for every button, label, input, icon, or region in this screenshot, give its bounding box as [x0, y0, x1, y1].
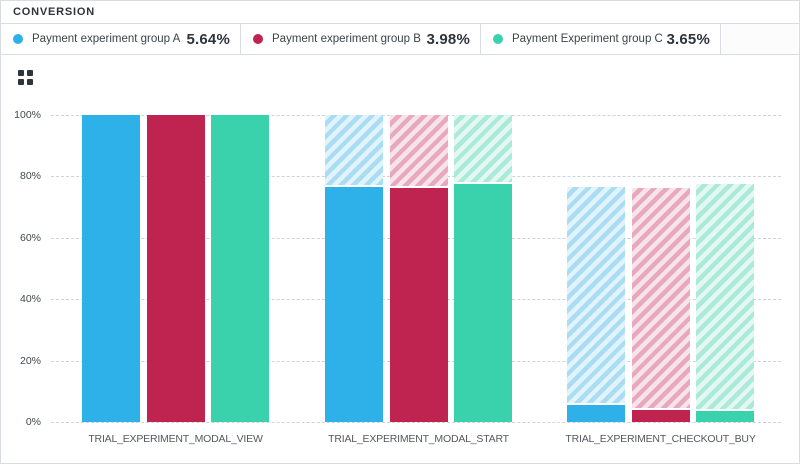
converted-segment: [211, 115, 269, 422]
dropoff-segment: [696, 184, 754, 409]
legend-value: 3.65%: [666, 30, 710, 48]
y-axis-tick: 20%: [19, 354, 41, 367]
bar-group-c-checkout-buy[interactable]: [696, 115, 754, 422]
legend-value: 3.98%: [426, 30, 470, 48]
page-title: CONVERSION: [13, 6, 95, 18]
bar-group-b-checkout-buy[interactable]: [631, 115, 690, 422]
y-axis-tick: 40%: [19, 293, 41, 306]
y-axis-tick: 0%: [25, 416, 41, 428]
bar-group-modal-start: TRIAL_EXPERIMENT_MODAL_START: [325, 115, 512, 445]
dropoff-segment: [631, 187, 690, 408]
bar-group-a-modal-view[interactable]: [82, 115, 140, 422]
converted-segment: [325, 186, 383, 422]
legend-item-group-c[interactable]: Payment Experiment group C 3.65%: [481, 24, 721, 54]
bar-group-b-modal-start[interactable]: [389, 115, 448, 422]
group-b-dot-icon: [253, 34, 263, 44]
y-axis-tick: 100%: [14, 109, 41, 121]
dropoff-segment: [567, 186, 625, 403]
dropoff-segment: [454, 115, 512, 183]
converted-segment: [389, 187, 448, 422]
gridline: [51, 422, 781, 423]
bar-group-a-modal-start[interactable]: [325, 115, 383, 422]
group-c-dot-icon: [493, 34, 503, 44]
converted-segment: [631, 409, 690, 422]
chart-area: TRIAL_EXPERIMENT_MODAL_VIEW TRIAL_EXPERI…: [1, 55, 799, 462]
widget-header: CONVERSION: [1, 1, 799, 24]
y-axis-tick: 60%: [19, 231, 41, 244]
bar-group-c-modal-view[interactable]: [211, 115, 269, 422]
converted-segment: [82, 115, 140, 422]
bar-group-checkout-buy: TRIAL_EXPERIMENT_CHECKOUT_BUY: [565, 115, 756, 445]
y-axis-tick: 80%: [19, 170, 41, 183]
plot-area: TRIAL_EXPERIMENT_MODAL_VIEW TRIAL_EXPERI…: [14, 109, 781, 445]
legend-label: Payment experiment group A: [32, 33, 181, 45]
bar-group-a-checkout-buy[interactable]: [567, 115, 625, 422]
legend-label: Payment Experiment group C: [512, 33, 663, 45]
converted-segment: [567, 404, 625, 422]
legend: Payment experiment group A 5.64% Payment…: [1, 24, 799, 55]
bar-group-b-modal-view[interactable]: [146, 115, 205, 422]
legend-item-group-b[interactable]: Payment experiment group B 3.98%: [241, 24, 481, 54]
converted-segment: [454, 184, 512, 422]
dropoff-segment: [389, 115, 448, 186]
bar-group-modal-view: TRIAL_EXPERIMENT_MODAL_VIEW: [82, 115, 269, 445]
dropoff-segment: [325, 115, 383, 185]
converted-segment: [146, 115, 205, 422]
legend-label: Payment experiment group B: [272, 33, 421, 45]
converted-segment: [696, 410, 754, 422]
grid-view-icon[interactable]: [18, 70, 33, 85]
x-axis-label-modal-start: TRIAL_EXPERIMENT_MODAL_START: [328, 433, 509, 445]
x-axis-label-checkout-buy: TRIAL_EXPERIMENT_CHECKOUT_BUY: [565, 433, 756, 445]
legend-spacer: [721, 24, 799, 54]
group-a-dot-icon: [13, 34, 23, 44]
x-axis-label-modal-view: TRIAL_EXPERIMENT_MODAL_VIEW: [88, 433, 263, 445]
legend-value: 5.64%: [186, 30, 230, 48]
bar-group-c-modal-start[interactable]: [454, 115, 512, 422]
legend-item-group-a[interactable]: Payment experiment group A 5.64%: [1, 24, 241, 54]
